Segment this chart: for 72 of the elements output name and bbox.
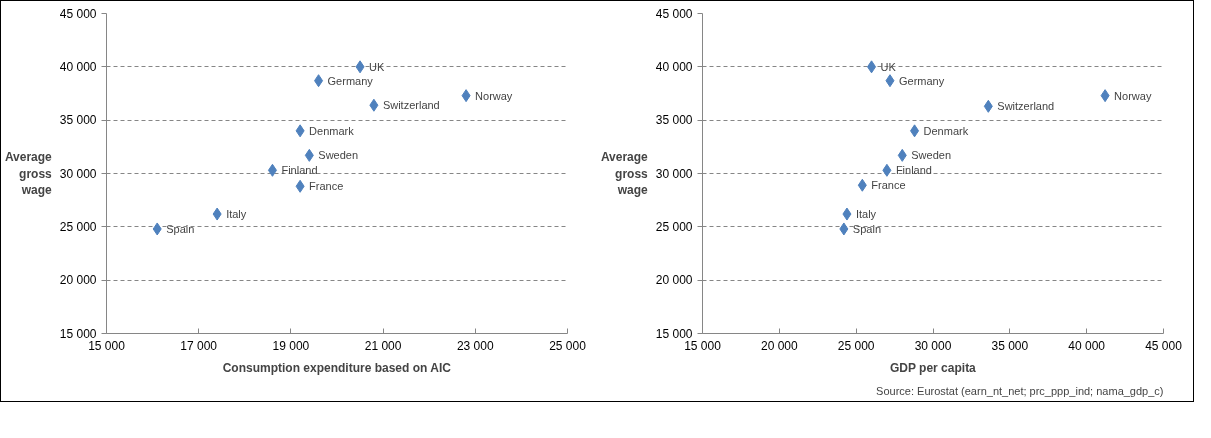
annotation: Germany xyxy=(327,74,374,87)
y-axis-title: Average gross wage xyxy=(4,149,53,198)
point xyxy=(885,74,895,88)
y-tick-label: 20 000 xyxy=(59,273,97,288)
annotation: Spain xyxy=(166,222,195,235)
y-tick-label: 45 000 xyxy=(655,6,693,21)
y-tick-label: 40 000 xyxy=(655,59,693,74)
point xyxy=(295,124,305,138)
annotation: France xyxy=(309,180,344,193)
x-tick-label: 23 000 xyxy=(456,338,494,353)
annotation: Switzerland xyxy=(382,99,440,112)
y-tick-label: 20 000 xyxy=(655,273,693,288)
point xyxy=(897,148,907,162)
y-tick-label: 45 000 xyxy=(59,6,97,21)
annotation: Spain xyxy=(852,222,882,235)
annotation: Norway xyxy=(475,89,513,102)
annotation: Finland xyxy=(281,164,318,177)
point xyxy=(461,89,471,103)
annotation: Italy xyxy=(855,208,877,221)
y-tick-label: 40 000 xyxy=(59,59,97,74)
x-tick-label: 45 000 xyxy=(1145,338,1183,353)
annotation: Denmark xyxy=(309,124,355,137)
y-tick-label: 25 000 xyxy=(59,219,97,234)
x-tick-label: 15 000 xyxy=(684,338,722,353)
annotation: UK xyxy=(369,60,385,73)
y-tick-label: 30 000 xyxy=(59,166,97,181)
x-tick-label: 17 000 xyxy=(180,338,218,353)
annotation: Italy xyxy=(226,208,247,221)
point xyxy=(369,98,379,112)
y-tick-label: 15 000 xyxy=(655,326,693,341)
x-tick-label: 21 000 xyxy=(364,338,402,353)
y-tick-label: 35 000 xyxy=(59,113,97,128)
x-tick-label: 15 000 xyxy=(88,338,126,353)
x-tick-label: 30 000 xyxy=(914,338,952,353)
x-tick-label: 35 000 xyxy=(991,338,1029,353)
point xyxy=(267,163,277,177)
y-tick-label: 15 000 xyxy=(59,326,97,341)
point xyxy=(1100,89,1110,103)
y-tick-label: 30 000 xyxy=(655,166,693,181)
point xyxy=(882,163,892,177)
annotation: France xyxy=(871,179,906,192)
x-tick-label: 20 000 xyxy=(760,338,799,353)
y-tick-label: 35 000 xyxy=(655,113,693,128)
annotation: Sweden xyxy=(318,149,359,162)
point xyxy=(842,207,852,221)
point xyxy=(983,99,993,113)
annotation: Sweden xyxy=(911,149,952,162)
annotation: Germany xyxy=(898,74,945,87)
point xyxy=(314,74,324,88)
annotation: Finland xyxy=(895,164,932,177)
point xyxy=(152,222,162,236)
annotation: Switzerland xyxy=(997,100,1055,113)
point xyxy=(304,148,314,162)
point xyxy=(839,222,849,236)
x-tick-label: 40 000 xyxy=(1068,338,1106,353)
source-note: Source: Eurostat (earn_nt_net; prc_ppp_ind; nama_gdp_c) xyxy=(876,384,1164,397)
x-tick-label: 19 000 xyxy=(272,338,310,353)
point xyxy=(355,60,365,74)
annotation: UK xyxy=(880,60,897,73)
x-axis-title: GDP per capita xyxy=(889,360,977,375)
y-axis-title: Average gross wage xyxy=(600,149,649,198)
point xyxy=(910,124,920,138)
annotation: Norway xyxy=(1114,89,1152,102)
x-tick-label: 25 000 xyxy=(549,338,587,353)
x-axis-title: Consumption expenditure based on AIC xyxy=(222,360,452,375)
annotation: Denmark xyxy=(923,124,969,137)
y-tick-label: 25 000 xyxy=(655,219,693,234)
point xyxy=(867,60,877,74)
x-tick-label: 25 000 xyxy=(837,338,875,353)
point xyxy=(857,178,867,192)
point xyxy=(295,179,305,193)
point xyxy=(212,207,222,221)
